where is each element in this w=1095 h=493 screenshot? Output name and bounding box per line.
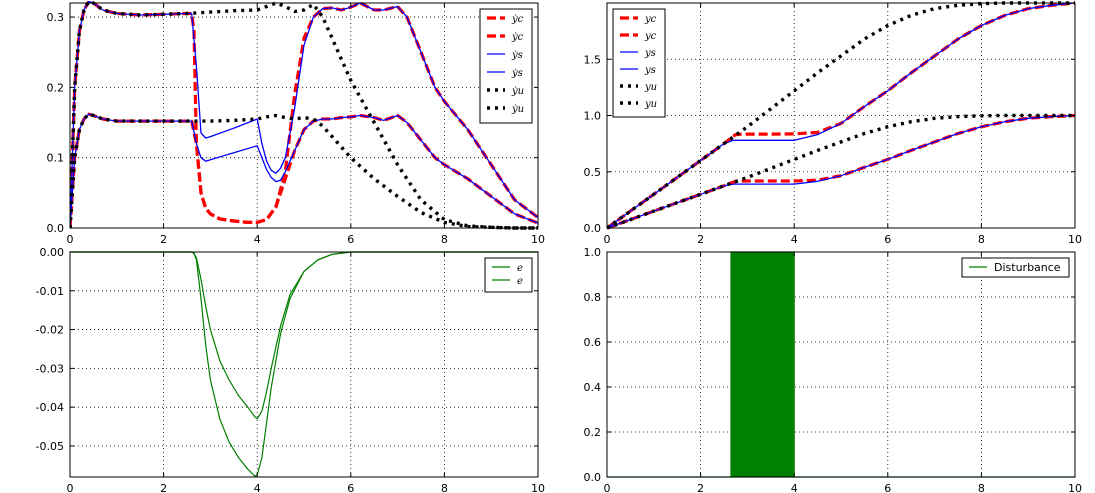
x-tick-label: 6 [884, 482, 891, 493]
plot-frame [606, 251, 1076, 478]
x-tick-label: 6 [347, 482, 354, 493]
x-tick-label: 6 [347, 233, 354, 246]
legend-label: yc [644, 31, 657, 42]
series-line-5 [607, 113, 1075, 230]
legend-box [484, 257, 533, 293]
legend-label: ẏu [511, 104, 524, 115]
legend-label: ys [644, 48, 656, 59]
y-tick-label: 0.3 [47, 11, 65, 24]
legend-box [961, 257, 1070, 278]
x-tick-label: 0 [67, 233, 74, 246]
series-group [607, 251, 1075, 478]
legend-label: ys [644, 65, 656, 76]
x-tick-label: 4 [254, 482, 261, 493]
x-tick-label: 2 [697, 233, 704, 246]
x-tick-label: 0 [604, 482, 611, 493]
legend-label: yc [644, 14, 657, 25]
x-tick-label: 2 [697, 482, 704, 493]
x-tick-label: 8 [978, 482, 985, 493]
x-tick-label: 2 [160, 482, 167, 493]
legend-label: ẏc [511, 32, 524, 43]
series-group [70, 1, 538, 230]
y-tick-label: 0.5 [584, 166, 602, 179]
x-tick-label: 0 [604, 233, 611, 246]
legend: Disturbance [961, 257, 1070, 278]
y-tick-label: 0.1 [47, 152, 65, 165]
x-tick-label: 10 [531, 233, 545, 246]
y-tick-label: 0.0 [47, 222, 65, 235]
series-line-4 [70, 1, 538, 230]
legend-label: e [517, 276, 523, 287]
series-line-0 [70, 251, 538, 420]
x-tick-label: 6 [884, 233, 891, 246]
legend: yc yc ys ys yu yu [612, 8, 666, 118]
y-tick-label: 1.5 [584, 53, 602, 66]
legend-label: ẏc [511, 14, 524, 25]
y-tick-label: 0.2 [47, 81, 65, 94]
x-tick-label: 0 [67, 482, 74, 493]
legend: ẏc ẏc ẏs ẏs ẏu ẏu [479, 8, 533, 124]
y-tick-label: 0.6 [584, 336, 602, 349]
y-tick-label: 1.0 [584, 110, 602, 123]
legend-label: yu [644, 99, 657, 110]
panel-br: 0 2 4 6 8 10 0.0 0.2 0.4 0.6 0.8 1.0 Disturbance [584, 246, 1083, 493]
y-tick-label: 1.0 [584, 246, 602, 259]
legend-label: yu [644, 82, 657, 93]
series-line-2 [70, 1, 538, 229]
series-group [70, 251, 538, 477]
legend-label: e [517, 263, 523, 274]
series-area-0 [607, 251, 1075, 478]
series-line-3 [607, 114, 1075, 229]
y-tick-label: -0.02 [36, 324, 64, 337]
x-tick-label: 4 [254, 233, 261, 246]
y-tick-label: -0.04 [36, 401, 64, 414]
y-tick-label: 0.2 [584, 426, 602, 439]
x-tick-label: 8 [978, 233, 985, 246]
plot-frame [69, 2, 539, 229]
legend-label: ẏs [511, 68, 523, 79]
x-tick-label: 2 [160, 233, 167, 246]
legend-label: ẏu [511, 86, 524, 97]
x-tick-label: 10 [1068, 233, 1082, 246]
legend: ee [484, 257, 533, 293]
panel-bl: 0 2 4 6 8 10 0.00 -0.01 -0.02 -0.03 -0.04 -0.05 ee [36, 246, 545, 493]
series-line-0 [70, 1, 538, 229]
y-tick-label: 0.8 [584, 291, 602, 304]
legend-box [479, 8, 533, 124]
panel-tr: 0 2 4 6 8 10 0.0 0.5 1.0 1.5 yc yc ys ys yu yu [584, 1, 1082, 246]
series-line-1 [607, 113, 1075, 230]
series-line-1 [70, 251, 538, 477]
legend-label: Disturbance [994, 261, 1061, 274]
plot-frame [69, 251, 539, 478]
x-tick-label: 10 [531, 482, 545, 493]
y-tick-label: 0.4 [584, 381, 602, 394]
y-tick-label: -0.05 [36, 440, 64, 453]
x-tick-label: 4 [791, 233, 798, 246]
series-line-2 [607, 2, 1075, 229]
x-tick-label: 8 [441, 482, 448, 493]
legend-label: ẏs [511, 50, 523, 61]
panel-tl: 0 2 4 6 8 10 0.0 0.1 0.2 0.3 ẏc ẏc ẏs ẏs ẏu ẏu [47, 1, 545, 246]
y-tick-label: 0.0 [584, 471, 602, 484]
y-tick-label: -0.01 [36, 285, 64, 298]
y-tick-label: 0.0 [584, 222, 602, 235]
x-tick-label: 4 [791, 482, 798, 493]
x-tick-label: 10 [1068, 482, 1082, 493]
y-tick-label: 0.00 [40, 246, 65, 259]
legend-box [612, 8, 666, 118]
series-group [607, 1, 1075, 230]
y-tick-label: -0.03 [36, 362, 64, 375]
x-tick-label: 8 [441, 233, 448, 246]
series-line-5 [70, 112, 538, 230]
